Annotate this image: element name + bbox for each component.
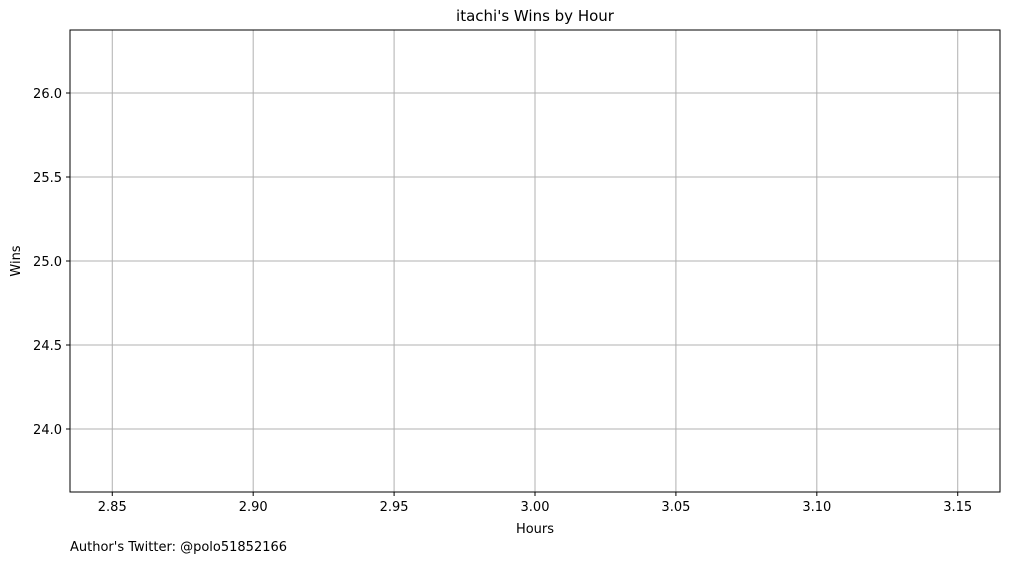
x-tick-label: 3.05 xyxy=(661,500,690,515)
y-axis-label: Wins xyxy=(9,245,24,276)
y-tick-label: 24.5 xyxy=(33,339,62,354)
x-tick-label: 3.15 xyxy=(943,500,972,515)
y-tick-label: 25.5 xyxy=(33,171,62,186)
grid-lines xyxy=(70,30,1000,492)
y-tick-label: 24.0 xyxy=(33,423,62,438)
x-tick-label: 2.85 xyxy=(98,500,127,515)
author-twitter-caption: Author's Twitter: @polo51852166 xyxy=(70,540,287,555)
x-tick-label: 2.90 xyxy=(239,500,268,515)
plot-area-frame xyxy=(69,29,1001,493)
x-tick-label: 3.00 xyxy=(521,500,550,515)
chart-title: itachi's Wins by Hour xyxy=(456,7,615,25)
y-tick-label: 26.0 xyxy=(33,87,62,102)
y-tick-label: 25.0 xyxy=(33,255,62,270)
x-axis-ticks: 2.85 2.90 2.95 3.00 3.05 3.10 3.15 xyxy=(98,492,972,515)
x-tick-label: 3.10 xyxy=(802,500,831,515)
x-tick-label: 2.95 xyxy=(380,500,409,515)
x-axis-label: Hours xyxy=(516,522,554,537)
y-axis-ticks: 24.0 24.5 25.0 25.5 26.0 xyxy=(33,87,70,438)
